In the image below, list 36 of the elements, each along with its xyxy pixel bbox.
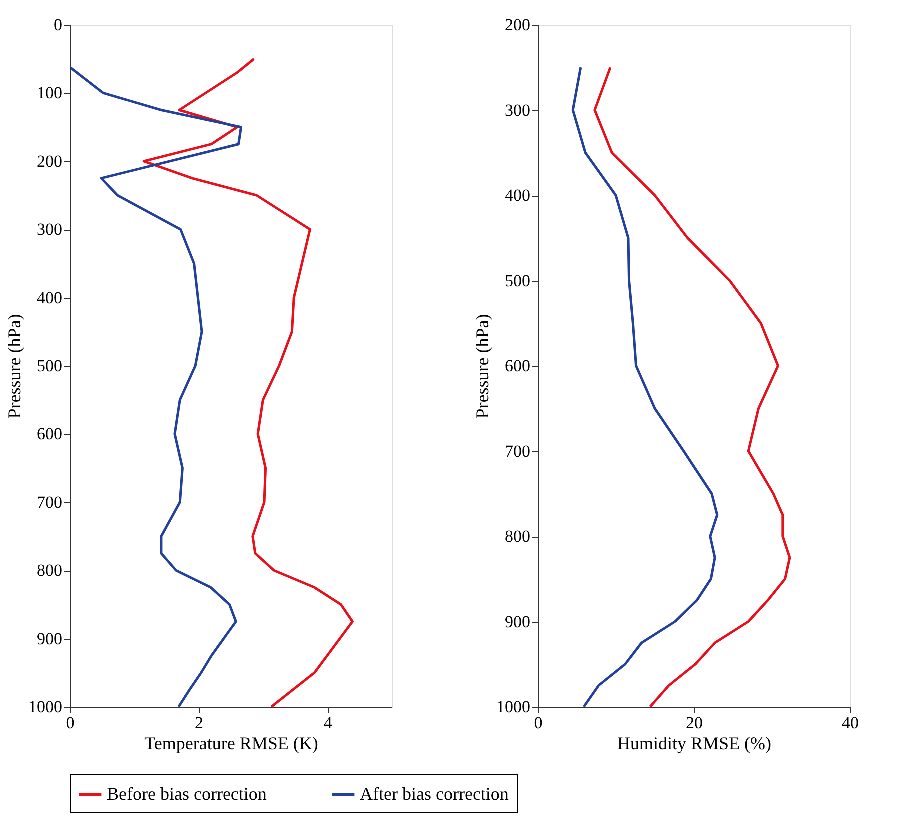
x-tick-label: 0 (534, 714, 543, 732)
y-tick-label: 700 (505, 442, 530, 461)
y-tick-label: 400 (37, 288, 62, 308)
x-tick-label: 2 (195, 714, 204, 732)
y-tick-label: 500 (505, 271, 530, 290)
y-tick-label: 1000 (496, 698, 530, 716)
y-tick-label: 600 (37, 424, 62, 444)
x-tick-label: 0 (66, 714, 75, 732)
y-axis-title: Pressure (hPa) (4, 314, 24, 419)
legend-label: After bias correction (360, 784, 509, 804)
x-tick-label: 20 (686, 714, 703, 732)
x-axis-title: Temperature RMSE (K) (144, 734, 318, 754)
y-tick-label: 900 (505, 612, 530, 632)
line-series (594, 66, 792, 707)
y-axis-title: Pressure (hPa) (472, 314, 492, 419)
x-axis-title: Humidity RMSE (%) (617, 734, 772, 754)
y-tick-label: 100 (37, 84, 62, 103)
x-tick-label: 40 (842, 714, 859, 732)
y-tick-label: 0 (54, 16, 62, 34)
y-tick-label: 600 (505, 356, 530, 376)
y-tick-label: 500 (37, 356, 62, 376)
x-tick-label: 4 (324, 714, 333, 732)
legend-label: Before bias correction (107, 784, 267, 804)
line-series (572, 66, 719, 707)
line-series (142, 58, 354, 707)
line-series (70, 66, 243, 707)
y-tick-label: 300 (505, 100, 530, 120)
y-tick-label: 400 (505, 186, 530, 205)
y-tick-label: 800 (505, 527, 530, 546)
y-tick-label: 200 (505, 16, 530, 34)
y-tick-label: 200 (37, 152, 62, 171)
y-tick-label: 700 (37, 492, 62, 512)
y-tick-label: 1000 (28, 698, 62, 716)
y-tick-label: 900 (37, 629, 62, 648)
y-tick-label: 800 (37, 561, 62, 580)
y-tick-label: 300 (37, 220, 62, 240)
